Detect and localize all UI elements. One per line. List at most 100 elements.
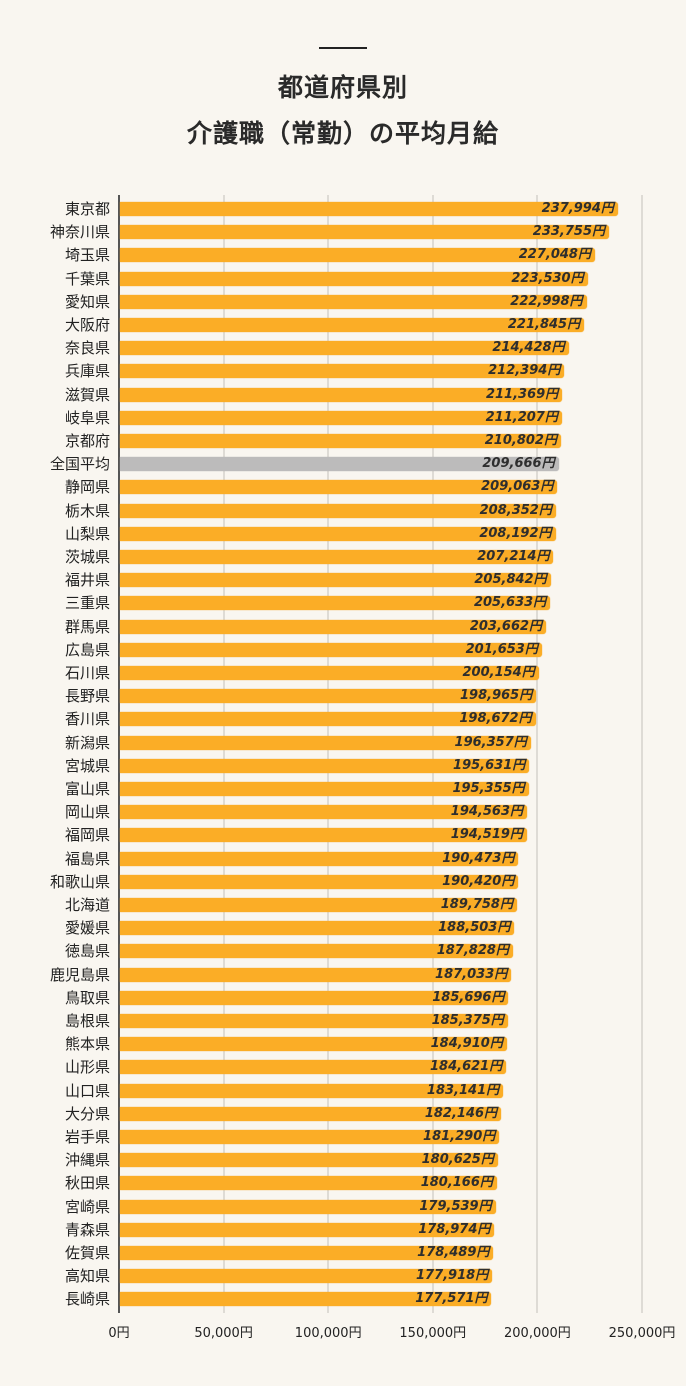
category-label: 京都府: [64, 432, 110, 450]
category-label: 島根県: [64, 1012, 110, 1030]
bar: 184,621円: [120, 1059, 507, 1075]
bar-row: 愛媛県 188,503円: [0, 918, 686, 938]
bar: 177,918円: [120, 1268, 493, 1284]
category-label: 香川県: [64, 710, 110, 729]
value-label: 233,755円: [532, 224, 605, 240]
value-label: 178,974円: [418, 1221, 491, 1237]
category-label: 宮城県: [64, 756, 110, 775]
bar: 203,662円: [120, 619, 547, 634]
bar-row: 秋田県 180,166円: [0, 1173, 686, 1193]
bar: 211,207円: [120, 409, 562, 425]
bar: 208,352円: [120, 502, 556, 518]
bar-row: 長野県 198,965円: [0, 686, 686, 706]
bar: 208,192円: [120, 525, 556, 541]
bar: 180,625円: [120, 1152, 498, 1168]
bar: 177,571円: [120, 1291, 492, 1307]
bar-row: 埼玉県 227,048円: [0, 245, 686, 265]
value-label: 211,207円: [485, 409, 558, 425]
value-label: 205,633円: [473, 595, 547, 611]
value-label: 190,473円: [442, 850, 515, 866]
value-label: 209,666円: [482, 456, 555, 472]
bar-row: 愛知県 222,998円: [0, 292, 686, 312]
x-tick-label: 50,000円: [194, 1326, 253, 1341]
bar: 198,672円: [120, 711, 536, 727]
value-label: 181,290円: [423, 1129, 496, 1144]
bar: 201,653円: [120, 641, 542, 657]
bar-row: 全国平均 209,666円: [0, 454, 686, 474]
value-label: 196,357円: [454, 734, 527, 750]
value-label: 179,539円: [419, 1198, 492, 1214]
bar-row: 和歌山県 190,420円: [0, 872, 686, 892]
gridline: [536, 195, 539, 1313]
bar: 223,530円: [120, 270, 588, 286]
category-label: 沖縄県: [64, 1151, 110, 1170]
bar: 194,519円: [120, 827, 527, 843]
value-label: 177,571円: [415, 1291, 488, 1307]
bar-row: 宮崎県 179,539円: [0, 1197, 686, 1217]
bar: 190,473円: [120, 850, 519, 866]
value-label: 189,758円: [440, 897, 513, 912]
bar: 207,214円: [120, 549, 554, 564]
bar: 183,141円: [120, 1082, 504, 1098]
value-label: 227,048円: [518, 247, 591, 263]
bar-row: 福島県 190,473円: [0, 849, 686, 869]
bar: 179,539円: [120, 1198, 496, 1214]
value-label: 177,918円: [415, 1268, 489, 1284]
bar: 185,696円: [120, 989, 509, 1005]
chart-title-line2: 介護職（常勤）の平均月給: [186, 119, 499, 148]
bar: 182,146円: [120, 1105, 502, 1121]
bar: 190,420円: [120, 874, 519, 889]
category-label: 全国平均: [49, 455, 110, 474]
bar-row: 青森県 178,974円: [0, 1220, 686, 1240]
bar: 184,910円: [120, 1036, 507, 1052]
bar-row: 石川県 200,154円: [0, 663, 686, 683]
value-label: 187,033円: [435, 966, 508, 982]
value-label: 222,998円: [510, 293, 583, 309]
x-tick-label: 100,000円: [294, 1326, 362, 1341]
category-label: 大阪府: [64, 316, 110, 334]
x-tick-label: 150,000円: [399, 1326, 467, 1341]
category-label: 福井県: [64, 571, 110, 590]
bar-row: 三重県 205,633円: [0, 593, 686, 613]
category-label: 宮崎県: [64, 1197, 110, 1216]
value-label: 223,530円: [511, 270, 584, 286]
x-tick-label: 250,000円: [608, 1326, 676, 1341]
category-label: 大分県: [64, 1104, 110, 1123]
value-label: 209,063円: [481, 479, 554, 495]
category-label: 愛媛県: [64, 919, 110, 938]
value-label: 205,842円: [474, 572, 547, 588]
value-label: 182,146円: [424, 1105, 498, 1121]
value-label: 214,428円: [492, 340, 565, 356]
category-label: 山口県: [64, 1081, 110, 1100]
bar-row: 高知県 177,918円: [0, 1266, 686, 1286]
value-label: 180,625円: [421, 1152, 494, 1168]
category-label: 神奈川県: [49, 223, 110, 242]
value-label: 208,192円: [479, 525, 552, 541]
value-label: 194,563円: [450, 804, 524, 820]
bar-row: 福井県 205,842円: [0, 570, 686, 590]
bar-row: 栃木県 208,352円: [0, 501, 686, 521]
value-label: 201,653円: [465, 641, 538, 657]
value-label: 208,352円: [479, 502, 552, 518]
bar: 205,633円: [120, 595, 551, 611]
category-label: 千葉県: [64, 269, 110, 288]
category-label: 北海道: [64, 896, 110, 914]
bar: 222,998円: [120, 293, 587, 309]
category-label: 奈良県: [64, 339, 110, 358]
value-label: 194,519円: [450, 827, 523, 843]
bar: 209,063円: [120, 479, 558, 495]
category-label: 三重県: [64, 594, 110, 613]
category-label: 富山県: [64, 780, 110, 798]
bar-row: 佐賀県 178,489円: [0, 1243, 686, 1263]
value-label: 198,672円: [459, 711, 532, 727]
value-label: 185,696円: [432, 989, 505, 1005]
bar: 189,758円: [120, 897, 517, 912]
category-label: 熊本県: [64, 1035, 110, 1054]
value-label: 188,503円: [438, 920, 511, 936]
gridline: [431, 195, 434, 1313]
bar: 195,631円: [120, 758, 530, 773]
bar: 188,503円: [120, 920, 515, 936]
value-label: 183,141円: [426, 1082, 500, 1098]
value-label: 198,965円: [460, 688, 533, 704]
